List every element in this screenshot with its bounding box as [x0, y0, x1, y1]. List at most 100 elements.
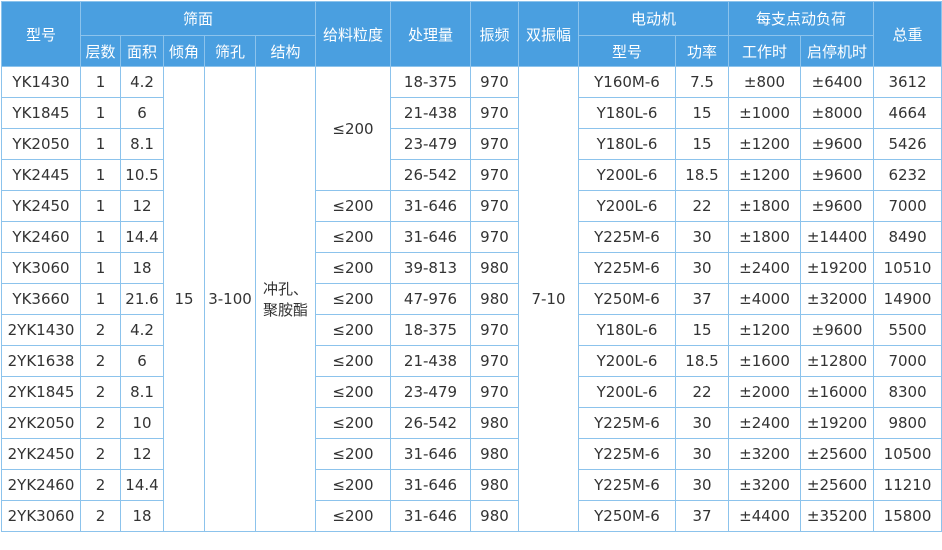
table-cell: ≤200: [315, 345, 391, 377]
table-cell: YK1430: [1, 66, 81, 98]
table-cell: 2: [80, 376, 121, 408]
table-cell: Y225M-6: [578, 469, 676, 501]
table-cell: 31-646: [390, 438, 471, 470]
table-cell: 22: [674, 190, 730, 222]
table-cell: 10510: [873, 252, 942, 284]
spec-table: 型号 筛面 给料粒度 处理量 振频 双振幅 电动机 每支点动负荷 总重 层数 面…: [1, 1, 942, 532]
table-cell: 30: [674, 438, 730, 470]
header-cell: 型号: [1, 1, 81, 67]
table-row: YK2450 1 12 ≤200 31-646 970 Y200L-6 22 ±1800 ±960…: [1, 190, 942, 222]
header-cell: 每支点动负荷: [728, 1, 875, 36]
table-cell: Y180L-6: [578, 128, 676, 160]
table-cell: 8.1: [120, 376, 164, 408]
table-cell: 8300: [873, 376, 942, 408]
table-cell: 1: [80, 221, 121, 253]
table-cell: YK2460: [1, 221, 81, 253]
table-cell: ±9600: [800, 128, 875, 160]
table-cell: Y250M-6: [578, 500, 676, 532]
header-cell: 给料粒度: [315, 1, 391, 67]
table-cell: ±25600: [800, 438, 875, 470]
table-cell: ≤200: [315, 283, 391, 315]
table-cell: 2YK2050: [1, 407, 81, 439]
table-cell: ±4400: [728, 500, 802, 532]
table-cell: 21-438: [390, 345, 471, 377]
table-cell: 970: [470, 190, 519, 222]
table-cell: 15800: [873, 500, 942, 532]
table-cell: Y200L-6: [578, 345, 676, 377]
table-cell: 2: [80, 314, 121, 346]
table-cell: ≤200: [315, 314, 391, 346]
table-cell: YK3060: [1, 252, 81, 284]
table-cell: ±12800: [800, 345, 875, 377]
table-cell: 4.2: [120, 314, 164, 346]
table-cell: 2YK1845: [1, 376, 81, 408]
header-cell: 筛面: [80, 1, 316, 36]
table-cell: ±19200: [800, 407, 875, 439]
table-cell: 11210: [873, 469, 942, 501]
table-cell: 18: [120, 500, 164, 532]
table-cell: 970: [470, 66, 519, 98]
table-cell: ±3200: [728, 469, 802, 501]
table-cell: 980: [470, 407, 519, 439]
table-cell: 1: [80, 128, 121, 160]
table-cell: 1: [80, 159, 121, 191]
table-cell: 9800: [873, 407, 942, 439]
table-cell: 7-10: [518, 66, 579, 532]
header-cell: 层数: [80, 35, 121, 67]
table-cell: 30: [674, 469, 730, 501]
table-cell: 7.5: [674, 66, 730, 98]
table-row: YK3660 1 21.6 ≤200 47-976 980 Y250M-6 37 ±4000 ±3…: [1, 283, 942, 315]
table-cell: ±1200: [728, 314, 802, 346]
table-cell: 冲孔、聚胺酯: [255, 66, 316, 532]
table-cell: ±2400: [728, 252, 802, 284]
table-cell: 7000: [873, 345, 942, 377]
table-cell: 21.6: [120, 283, 164, 315]
header-cell: 筛孔: [204, 35, 256, 67]
table-cell: 2YK3060: [1, 500, 81, 532]
table-cell: 23-479: [390, 128, 471, 160]
table-cell: 980: [470, 500, 519, 532]
table-cell: ±1200: [728, 159, 802, 191]
table-cell: ±6400: [800, 66, 875, 98]
table-cell: Y225M-6: [578, 438, 676, 470]
table-row: YK2050 1 8.1 23-479 970 Y180L-6 15 ±1200 ±9600 54…: [1, 128, 942, 160]
table-cell: ±9600: [800, 190, 875, 222]
table-cell: 26-542: [390, 407, 471, 439]
table-cell: 15: [674, 97, 730, 129]
table-cell: Y200L-6: [578, 190, 676, 222]
header-cell: 工作时: [728, 35, 802, 67]
table-cell: ±1800: [728, 221, 802, 253]
table-cell: 31-646: [390, 221, 471, 253]
table-row: 2YK2450 2 12 ≤200 31-646 980 Y225M-6 30 ±3200 ±25…: [1, 438, 942, 470]
table-cell: 21-438: [390, 97, 471, 129]
table-cell: ≤200: [315, 407, 391, 439]
table-cell: 12: [120, 438, 164, 470]
table-row: YK1430 1 4.2 15 3-100 冲孔、聚胺酯 ≤200 18-375 970 7-10…: [1, 66, 942, 532]
header-cell: 倾角: [163, 35, 205, 67]
header-cell: 型号: [578, 35, 676, 67]
table-cell: ±25600: [800, 469, 875, 501]
table-cell: 1: [80, 97, 121, 129]
table-cell: ≤200: [315, 376, 391, 408]
table-cell: 30: [674, 221, 730, 253]
table-cell: YK3660: [1, 283, 81, 315]
header-cell: 总重: [873, 1, 942, 67]
table-cell: 1: [80, 190, 121, 222]
header-cell: 振频: [470, 1, 519, 67]
table-cell: ±1600: [728, 345, 802, 377]
table-cell: Y180L-6: [578, 97, 676, 129]
table-cell: 970: [470, 221, 519, 253]
table-cell: ≤200: [315, 66, 391, 191]
table-cell: 2YK1430: [1, 314, 81, 346]
table-cell: 5500: [873, 314, 942, 346]
table-cell: 15: [674, 128, 730, 160]
table-cell: 970: [470, 345, 519, 377]
table-cell: YK2050: [1, 128, 81, 160]
table-cell: 6: [120, 97, 164, 129]
header-cell: 结构: [255, 35, 316, 67]
table-cell: 980: [470, 252, 519, 284]
table-cell: 14.4: [120, 221, 164, 253]
table-cell: ±35200: [800, 500, 875, 532]
table-row: 2YK1430 2 4.2 ≤200 18-375 970 Y180L-6 15 ±1200 ±9…: [1, 314, 942, 346]
